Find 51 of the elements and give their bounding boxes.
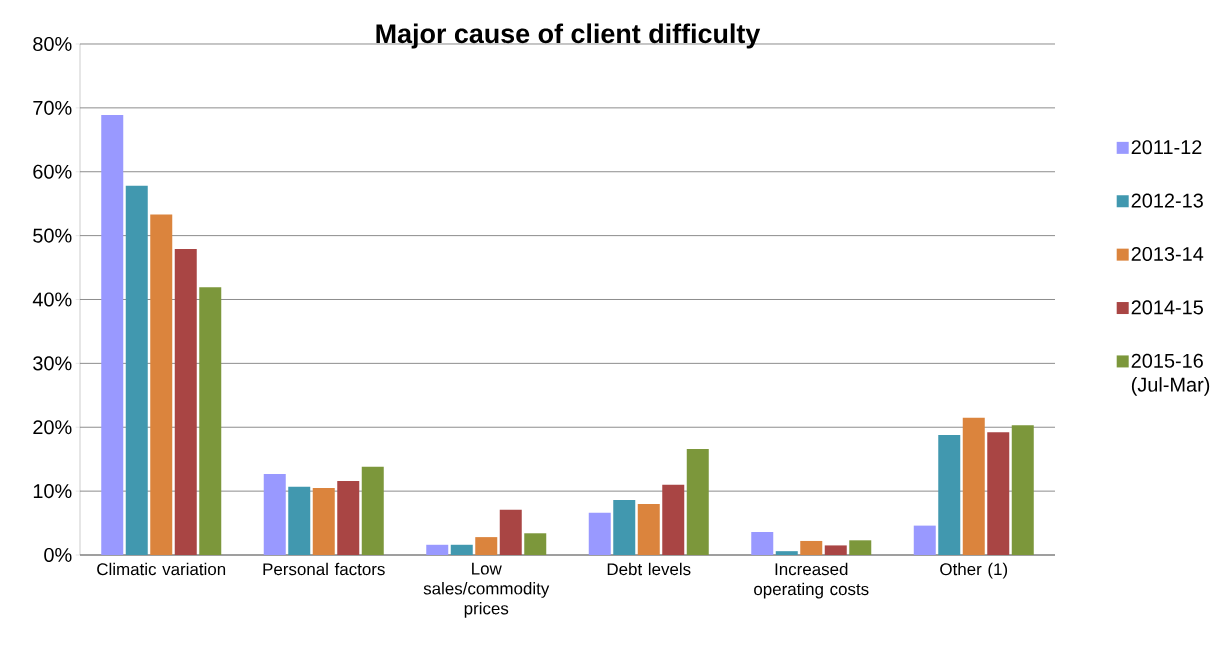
bar [800, 540, 823, 555]
bar [199, 287, 222, 555]
bar [174, 249, 197, 555]
x-tick-label: Other (1) [940, 562, 1008, 579]
y-tick-label: 30% [33, 356, 72, 371]
x-tick-label: Increased operating costs [754, 562, 869, 599]
bar [150, 214, 173, 555]
bar [475, 537, 498, 555]
bar [361, 466, 384, 555]
legend-label: 2012-13 [1131, 193, 1203, 208]
chart-title: Major cause of client difficulty [376, 23, 761, 49]
bar [101, 114, 124, 555]
bar [499, 509, 522, 555]
bar [588, 512, 611, 555]
bar [913, 525, 936, 555]
y-tick-label: 20% [33, 420, 72, 435]
bar [263, 473, 286, 555]
bar [938, 434, 961, 555]
bar [775, 551, 798, 555]
bar [125, 185, 148, 555]
bar [849, 540, 872, 555]
y-tick-label: 0% [44, 547, 72, 563]
y-tick-label: 10% [33, 484, 72, 499]
legend-label: 2014-15 [1131, 300, 1203, 315]
y-tick-label: 80% [33, 36, 72, 52]
bar [613, 500, 636, 555]
y-tick-label: 40% [32, 292, 72, 307]
bar [1011, 425, 1034, 555]
x-tick-label: Debt levels [607, 562, 691, 576]
bar [312, 487, 335, 555]
bar [686, 448, 709, 555]
legend-label: 2011-12 [1131, 140, 1202, 155]
y-tick-label: 60% [33, 164, 72, 179]
y-tick-label: 70% [33, 100, 72, 115]
legend-label: 2015-16 (Jul-Mar) [1131, 353, 1210, 396]
x-tick-label: Climatic variation [97, 562, 226, 576]
bar [987, 432, 1010, 555]
bar [426, 544, 449, 555]
bar [524, 533, 547, 555]
x-tick-label: Low sales/commodity prices [423, 562, 550, 618]
bar [450, 544, 473, 555]
x-tick-label: Personal factors [263, 562, 385, 576]
legend-label: 2013-14 [1131, 246, 1204, 262]
y-tick-label: 50% [33, 228, 72, 243]
bar [824, 545, 847, 555]
bar [637, 503, 660, 555]
bar [288, 486, 311, 555]
bar [962, 417, 985, 555]
bar [337, 480, 360, 555]
bar [751, 532, 774, 555]
bar [662, 484, 685, 555]
